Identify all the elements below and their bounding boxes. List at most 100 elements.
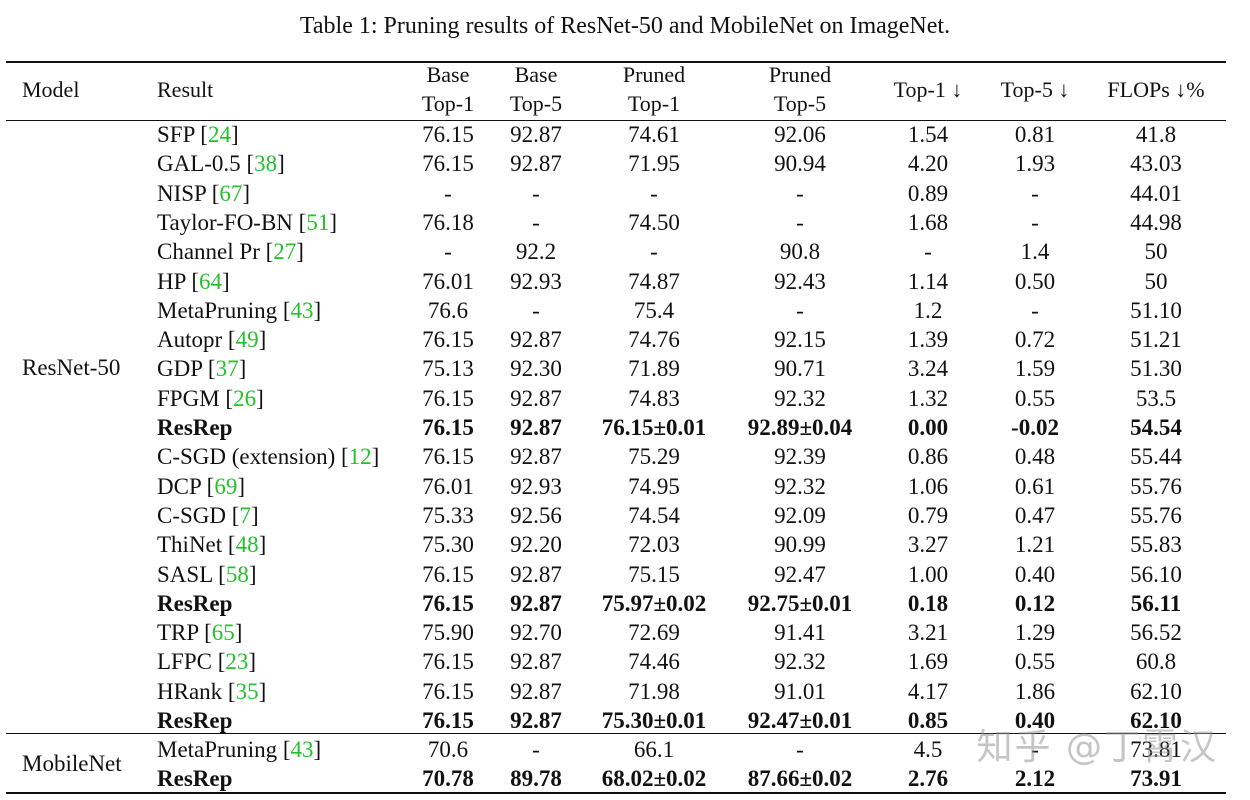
top1-drop-cell: 0.86 xyxy=(907,444,949,470)
method-cell: NISP [67] xyxy=(157,180,251,206)
flops-cell: 55.83 xyxy=(1130,532,1182,558)
base-top5-cell: 92.87 xyxy=(510,151,562,177)
flops-cell: 55.44 xyxy=(1130,444,1182,470)
citation-link[interactable]: 58 xyxy=(225,561,249,587)
top5-drop-cell: 1.29 xyxy=(1014,620,1056,646)
base-top1-cell: 76.01 xyxy=(422,268,474,294)
header-pruned-top1-line1: Pruned xyxy=(622,62,686,87)
table-row: SFP [24] 76.15 92.87 74.61 92.06 1.54 0.81 41.8 xyxy=(6,120,1226,149)
pruned-top5-cell: - xyxy=(796,209,804,235)
base-top1-cell: - xyxy=(444,239,452,265)
pruned-top5-cell: 91.01 xyxy=(774,678,826,704)
top5-drop-cell: 0.61 xyxy=(1014,473,1056,499)
method-cell: ResRep xyxy=(157,589,232,618)
top5-drop-cell: 1.59 xyxy=(1014,356,1056,382)
table-row: DCP [69] 76.01 92.93 74.95 92.32 1.06 0.61 55.7… xyxy=(6,472,1226,501)
citation-link[interactable]: 12 xyxy=(348,444,372,470)
base-top1-cell: 70.78 xyxy=(422,765,474,791)
citation-link[interactable]: 69 xyxy=(214,473,238,499)
top1-drop-cell: 2.76 xyxy=(907,765,949,791)
method-name: Taylor-FO-BN xyxy=(157,209,293,235)
flops-cell: 62.10 xyxy=(1130,678,1182,704)
citation-link[interactable]: 7 xyxy=(239,502,251,528)
method-name: C-SGD xyxy=(157,502,227,528)
base-top1-cell: 76.15 xyxy=(422,590,474,616)
citation-link[interactable]: 49 xyxy=(235,327,259,353)
base-top5-cell: 92.87 xyxy=(510,678,562,704)
table-top-rule xyxy=(6,61,1226,63)
pruned-top1-cell: 74.83 xyxy=(628,385,680,411)
top1-drop-cell: 1.2 xyxy=(913,297,943,323)
top5-drop-cell: 1.93 xyxy=(1014,151,1056,177)
table-row: ThiNet [48] 75.30 92.20 72.03 90.99 3.27 1.21 5… xyxy=(6,530,1226,559)
table-row: ResRep 76.15 92.87 76.15±0.01 92.89±0.04 0.00… xyxy=(6,413,1226,442)
citation-link[interactable]: 48 xyxy=(235,532,259,558)
top1-drop-cell: 1.54 xyxy=(907,122,949,147)
method-name: HRank xyxy=(157,678,223,704)
base-top1-cell: 75.33 xyxy=(422,502,474,528)
base-top1-cell: 76.15 xyxy=(422,327,474,353)
header-flops-drop: FLOPs ↓% xyxy=(1107,77,1205,102)
citation-link[interactable]: 51 xyxy=(306,209,330,235)
top5-drop-cell: - xyxy=(1031,297,1039,323)
method-name: NISP xyxy=(157,180,206,206)
method-name: Autopr xyxy=(157,327,223,353)
base-top1-cell: 75.90 xyxy=(422,620,474,646)
table-row: C-SGD (extension) [12] 76.15 92.87 75.29 92.… xyxy=(6,442,1226,471)
top1-drop-cell: 0.18 xyxy=(907,590,949,616)
citation-link[interactable]: 64 xyxy=(198,268,222,294)
method-name: GAL-0.5 xyxy=(157,151,241,177)
top1-drop-cell: 4.17 xyxy=(907,678,949,704)
method-cell: HP [64] xyxy=(157,268,230,294)
method-cell: ThiNet [48] xyxy=(157,532,267,558)
method-name: ThiNet xyxy=(157,532,223,558)
flops-cell: 44.01 xyxy=(1130,180,1182,206)
table-row: GDP [37] 75.13 92.30 71.89 90.71 3.24 1.59 51.3… xyxy=(6,354,1226,383)
pruned-top1-cell: - xyxy=(650,239,658,265)
top1-drop-cell: 4.20 xyxy=(907,151,949,177)
citation-link[interactable]: 35 xyxy=(235,678,259,704)
base-top5-cell: 92.93 xyxy=(510,268,562,294)
pruned-top1-cell: 74.87 xyxy=(628,268,680,294)
citation-link[interactable]: 67 xyxy=(219,180,243,206)
method-cell: C-SGD [7] xyxy=(157,502,259,528)
top5-drop-cell: 0.48 xyxy=(1014,444,1056,470)
flops-cell: 62.10 xyxy=(1130,708,1182,733)
pruned-top5-cell: 92.89±0.04 xyxy=(747,415,853,440)
top5-drop-cell: 0.40 xyxy=(1014,708,1056,733)
citation-link[interactable]: 24 xyxy=(207,122,231,147)
pruned-top5-cell: 92.09 xyxy=(774,502,826,528)
flops-cell: 55.76 xyxy=(1130,473,1182,499)
flops-cell: 51.10 xyxy=(1130,297,1182,323)
citation-link[interactable]: 27 xyxy=(273,239,297,265)
base-top1-cell: 76.15 xyxy=(422,415,474,440)
pruned-top1-cell: 74.95 xyxy=(628,473,680,499)
header-base-top1-line1: Base xyxy=(426,62,470,87)
pruned-top5-cell: - xyxy=(796,736,804,762)
citation-link[interactable]: 43 xyxy=(290,736,314,762)
citation-link[interactable]: 23 xyxy=(225,649,249,675)
table-caption: Table 1: Pruning results of ResNet-50 an… xyxy=(299,13,951,39)
method-name: ResRep xyxy=(157,415,233,440)
method-cell: DCP [69] xyxy=(157,473,245,499)
header-base-top1: Base Top-1 xyxy=(408,60,488,118)
method-name: DCP xyxy=(157,473,201,499)
base-top1-cell: - xyxy=(444,180,452,206)
method-cell: SASL [58] xyxy=(157,561,257,587)
pruned-top1-cell: 72.69 xyxy=(628,620,680,646)
citation-link[interactable]: 26 xyxy=(233,385,257,411)
citation-link[interactable]: 38 xyxy=(254,151,278,177)
base-top1-cell: 76.6 xyxy=(427,297,469,323)
table-row: C-SGD [7] 75.33 92.56 74.54 92.09 0.79 0.47 55.… xyxy=(6,501,1226,530)
flops-cell: 60.8 xyxy=(1135,649,1177,675)
method-cell: C-SGD (extension) [12] xyxy=(157,444,380,470)
base-top5-cell: 92.87 xyxy=(510,385,562,411)
citation-link[interactable]: 37 xyxy=(215,356,239,382)
top5-drop-cell: 0.81 xyxy=(1014,122,1056,147)
header-model: Model xyxy=(22,77,80,102)
top1-drop-cell: 3.21 xyxy=(907,620,949,646)
flops-cell: 73.81 xyxy=(1130,736,1182,762)
citation-link[interactable]: 43 xyxy=(290,297,314,323)
citation-link[interactable]: 65 xyxy=(211,620,235,646)
method-cell: Autopr [49] xyxy=(157,327,267,353)
